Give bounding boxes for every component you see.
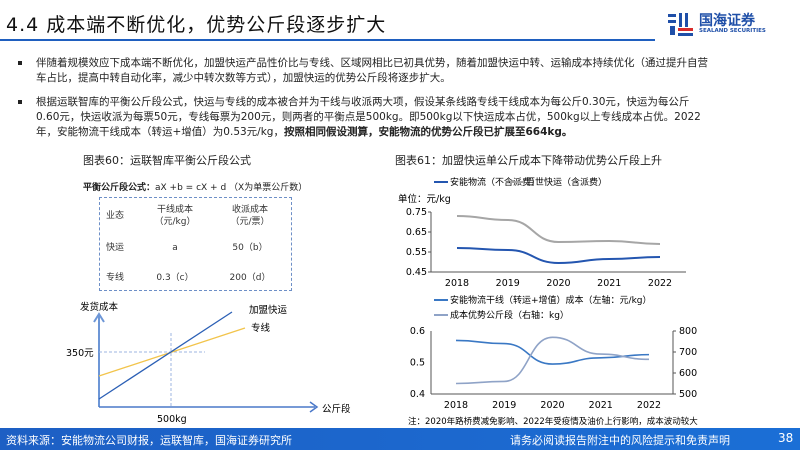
series-line bbox=[455, 336, 650, 385]
legend-label: 百世快运（含派费） bbox=[526, 176, 607, 188]
y-tick-label: 0.55 bbox=[406, 247, 427, 258]
x-tick-label: 2019 bbox=[492, 400, 516, 411]
series-line bbox=[455, 339, 650, 365]
y-tick-label: 0.75 bbox=[406, 207, 427, 218]
x-tick-label: 2020 bbox=[540, 400, 564, 411]
fig61-caption: 图表61：加盟快运单公斤成本下降带动优势公斤段上升 bbox=[395, 154, 662, 167]
y-mark: 350元 bbox=[66, 348, 94, 359]
x-tick-label: 2019 bbox=[496, 278, 520, 288]
x-label: 公斤段 bbox=[322, 403, 351, 415]
td: a bbox=[172, 243, 178, 253]
cost-table: 业态 干线成本 （元/kg） 收派成本 （元/票） 快运 a 50（b） 专线 … bbox=[99, 197, 292, 291]
fig60-caption: 图表60：运联智库平衡公斤段公式 bbox=[83, 154, 251, 167]
sealand-logo: 国海证券 SEALAND SECURITIES bbox=[668, 12, 766, 36]
x-tick-label: 2021 bbox=[589, 400, 613, 411]
y-tick-label: 0.5 bbox=[410, 358, 425, 369]
td: 快运 bbox=[106, 243, 125, 253]
x-tick-label: 2018 bbox=[444, 400, 468, 411]
formula: 平衡公斤段公式：aX +b = cX + d （X为单票公斤数） bbox=[83, 183, 308, 193]
x-tick-label: 2022 bbox=[637, 400, 661, 411]
x-tick-label: 2022 bbox=[648, 278, 672, 288]
x-tick-label: 2020 bbox=[546, 278, 570, 288]
legend-label: 成本优势公斤段（右轴：kg） bbox=[450, 309, 569, 321]
y-tick-label: 0.4 bbox=[410, 389, 425, 400]
y2-tick-label: 700 bbox=[679, 347, 697, 358]
y2-tick-label: 800 bbox=[679, 326, 697, 337]
title-underline bbox=[0, 39, 655, 41]
x-tick-label: 2018 bbox=[445, 278, 469, 288]
legend-label: 安能物流干线（转运+增值）成本（左轴：元/kg） bbox=[450, 294, 652, 306]
series-line bbox=[456, 215, 661, 245]
chart-note: 注：2020年路桥费减免影响、2022年受疫情及油价上行影响，成本波动较大 bbox=[408, 416, 698, 427]
y-tick-label: 0.65 bbox=[406, 227, 427, 238]
chart-advantage-weight: 0.6 0.5 0.4 800 700 600 500 2018 2019 2020 2021 202… bbox=[408, 294, 698, 427]
line1-label: 加盟快运 bbox=[249, 304, 288, 316]
x-tick-label: 2021 bbox=[597, 278, 621, 288]
y-tick-label: 0.6 bbox=[410, 326, 425, 337]
y-tick-label: 0.45 bbox=[406, 267, 427, 278]
bullet-1: 伴随着规模效应下成本端不断优化，加盟快运产品性价比与专线、区域网相比已初具优势，… bbox=[18, 56, 708, 86]
disclaimer-text: 请务必阅读报告附注中的风险提示和免责声明 bbox=[510, 434, 730, 447]
legend-label: 安能物流（不含派费） bbox=[450, 176, 540, 188]
x-mark: 500kg bbox=[157, 414, 187, 425]
page-title: 4.4 成本端不断优化，优势公斤段逐步扩大 bbox=[6, 14, 387, 36]
line-jiameng bbox=[98, 311, 233, 400]
bullet-2: 根据运联智库的平衡公斤段公式，快运与专线的成本被合并为干线与收派两大项，假设某条… bbox=[18, 95, 708, 140]
th: 收派成本 （元/票） bbox=[230, 205, 270, 227]
logo-text-cn: 国海证券 bbox=[699, 13, 755, 29]
line2-label: 专线 bbox=[251, 322, 271, 334]
y2-tick-label: 500 bbox=[679, 389, 697, 400]
td: 0.3（c） bbox=[156, 273, 194, 283]
breakeven-diagram: 发货成本 公斤段 350元 500kg 加盟快运 专线 bbox=[66, 301, 351, 425]
td: 专线 bbox=[106, 273, 125, 283]
y2-tick-label: 600 bbox=[679, 368, 697, 379]
y-label: 发货成本 bbox=[80, 301, 119, 313]
footer-bar: 资料来源：安能物流公司财报，运联智库，国海证券研究所 请务必阅读报告附注中的风险… bbox=[0, 428, 800, 450]
td: 50（b） bbox=[232, 243, 268, 253]
th: 业态 bbox=[106, 211, 125, 221]
logo-mark-icon bbox=[668, 13, 693, 36]
td: 200（d） bbox=[229, 273, 271, 283]
series-line bbox=[456, 247, 661, 265]
chart-unit-cost: 0.75 0.65 0.55 0.45 2018 2019 2020 2021 2022 单位：元… bbox=[398, 176, 686, 288]
unit-label: 单位：元/kg bbox=[398, 193, 451, 205]
source-text: 资料来源：安能物流公司财报，运联智库，国海证券研究所 bbox=[6, 434, 292, 447]
th: 干线成本 （元/kg） bbox=[154, 205, 196, 227]
logo-text-en: SEALAND SECURITIES bbox=[699, 28, 766, 34]
page-number: 38 bbox=[778, 431, 794, 445]
